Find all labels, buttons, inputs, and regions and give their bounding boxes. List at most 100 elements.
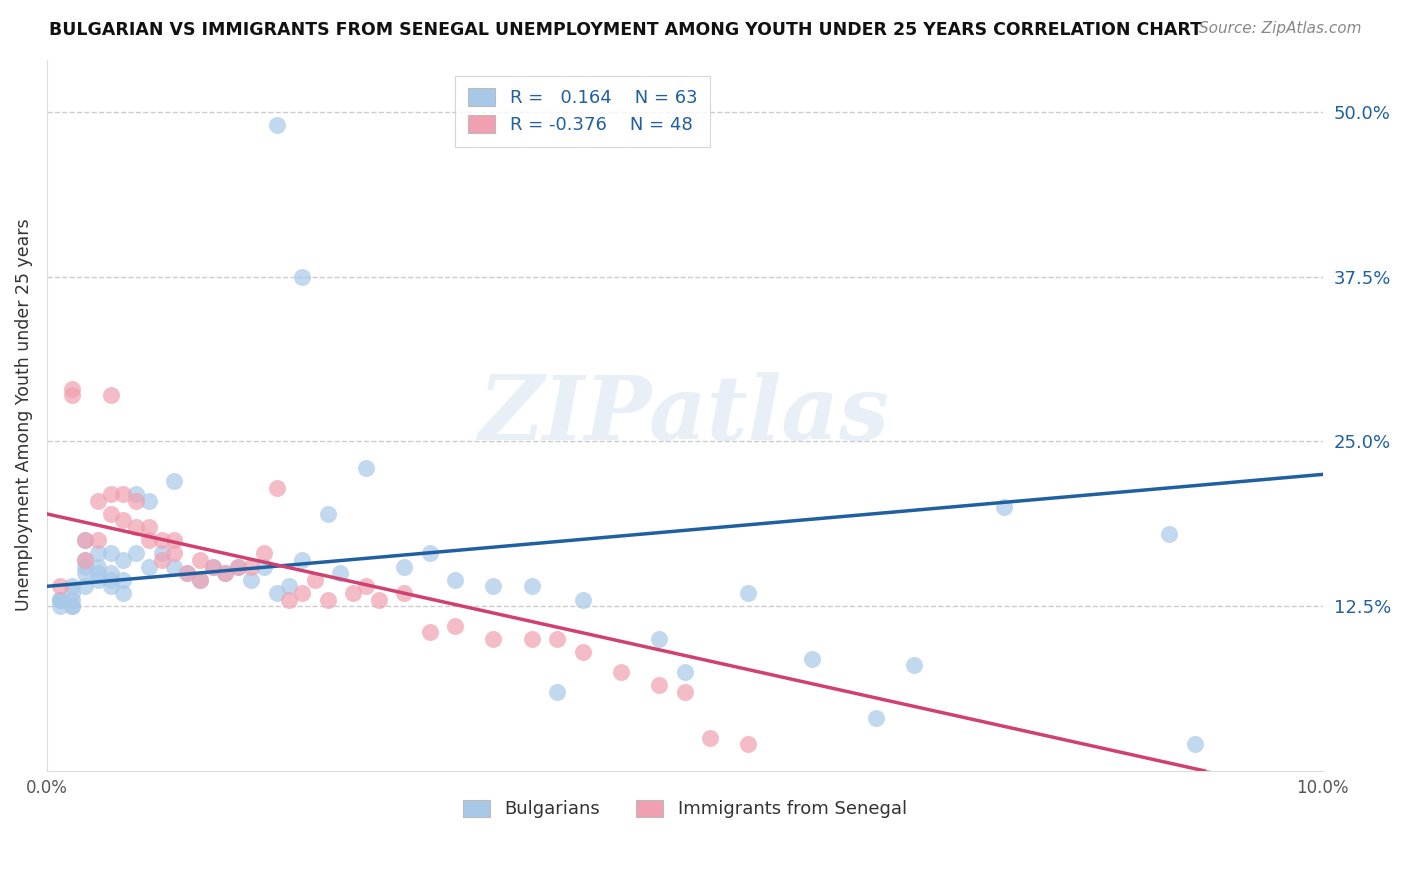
Point [87,533,110,548]
Point [163,533,186,548]
Point [100,487,122,501]
Point [392,586,415,600]
Point [419,625,441,640]
Point [673,684,696,698]
Point [520,579,543,593]
Point [60,388,83,402]
Point [100,566,122,581]
Point [188,573,211,587]
Point [214,566,236,581]
Point [163,546,186,560]
Point [201,559,224,574]
Point [60,592,83,607]
Point [1184,737,1206,751]
Point [60,586,83,600]
Point [342,586,364,600]
Point [266,481,288,495]
Point [571,645,593,659]
Point [316,592,339,607]
Point [226,559,249,574]
Point [138,559,160,574]
Point [138,533,160,548]
Point [100,388,122,402]
Point [291,553,314,567]
Point [125,487,148,501]
Point [60,579,83,593]
Point [546,632,568,646]
Point [699,731,721,745]
Text: ZIPatlas: ZIPatlas [479,372,890,458]
Point [125,493,148,508]
Point [240,559,263,574]
Point [444,619,467,633]
Point [75,553,97,567]
Point [100,546,122,560]
Point [87,493,110,508]
Point [75,533,97,548]
Point [1159,526,1181,541]
Point [329,566,352,581]
Point [482,579,505,593]
Point [865,711,887,725]
Point [278,579,301,593]
Point [648,678,671,692]
Point [163,559,186,574]
Point [125,520,148,534]
Point [993,500,1015,515]
Point [150,546,173,560]
Point [266,586,288,600]
Point [150,553,173,567]
Point [48,592,70,607]
Point [737,586,759,600]
Point [392,559,415,574]
Point [188,573,211,587]
Point [150,533,173,548]
Text: BULGARIAN VS IMMIGRANTS FROM SENEGAL UNEMPLOYMENT AMONG YOUTH UNDER 25 YEARS COR: BULGARIAN VS IMMIGRANTS FROM SENEGAL UNE… [49,21,1202,38]
Point [87,573,110,587]
Point [903,658,925,673]
Point [253,546,276,560]
Point [48,579,70,593]
Point [214,566,236,581]
Point [100,573,122,587]
Point [367,592,389,607]
Point [100,579,122,593]
Point [60,599,83,613]
Point [138,520,160,534]
Point [60,599,83,613]
Point [87,559,110,574]
Point [100,507,122,521]
Point [112,514,135,528]
Point [278,592,301,607]
Point [112,573,135,587]
Text: Source: ZipAtlas.com: Source: ZipAtlas.com [1198,21,1361,36]
Point [48,592,70,607]
Point [112,586,135,600]
Point [75,579,97,593]
Point [266,119,288,133]
Y-axis label: Unemployment Among Youth under 25 years: Unemployment Among Youth under 25 years [15,219,32,611]
Point [571,592,593,607]
Point [176,566,198,581]
Point [48,592,70,607]
Point [482,632,505,646]
Point [520,632,543,646]
Point [138,493,160,508]
Point [87,546,110,560]
Point [291,269,314,284]
Point [801,652,824,666]
Point [610,665,633,679]
Point [87,566,110,581]
Point [354,460,377,475]
Point [125,546,148,560]
Point [737,737,759,751]
Point [75,566,97,581]
Point [304,573,326,587]
Point [226,559,249,574]
Point [112,553,135,567]
Point [419,546,441,560]
Point [163,474,186,488]
Point [176,566,198,581]
Point [75,559,97,574]
Point [444,573,467,587]
